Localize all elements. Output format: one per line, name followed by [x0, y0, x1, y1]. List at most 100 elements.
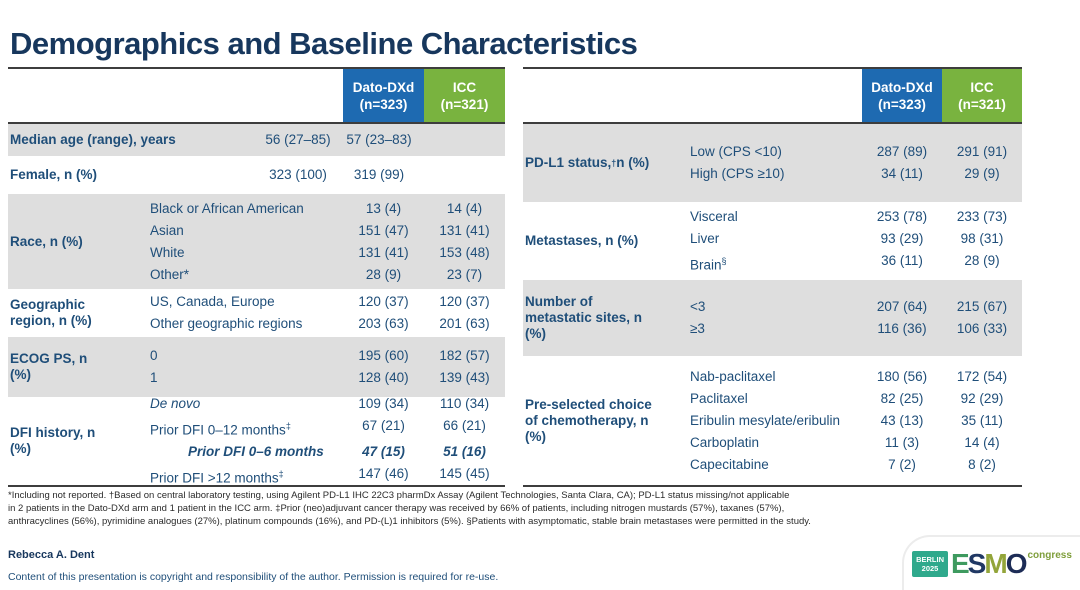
row-lines: <3 207 (64) 215 (67) ≥3 116 (36) 106 (33) — [690, 280, 1022, 356]
category-label: Prior DFI 0–12 months — [150, 422, 286, 437]
category-label: Asian — [150, 222, 184, 238]
category-sup: ‡ — [278, 469, 284, 479]
value-cell-arm2: 28 (9) — [964, 252, 1000, 268]
category-cell: Other geographic regions — [150, 313, 343, 335]
footnote-line: *Including not reported. †Based on centr… — [8, 490, 790, 501]
table-line: Black or African American 13 (4) 14 (4) — [150, 198, 505, 220]
value-cell-arm1: 207 (64) — [876, 299, 928, 314]
row-label: Metastases, n (%) — [523, 202, 690, 280]
row-lines: Low (CPS <10) 287 (89) 291 (91) High (CPS ≥… — [690, 124, 1022, 202]
value-cell-arm1: 109 (34) — [358, 395, 409, 411]
congress-label: congress — [1027, 549, 1072, 561]
category-cell: Other* — [150, 264, 343, 286]
arm1-header-cell: Dato-DXd (n=323) — [343, 69, 424, 122]
arm2-n: (n=321) — [958, 96, 1006, 112]
category-cell: Liver — [690, 228, 862, 250]
row-label-text: Metastases, n (%) — [525, 233, 639, 248]
category-label: Carboplatin — [690, 434, 760, 450]
table-line: Other geographic regions 203 (63) 201 (63) — [150, 313, 505, 335]
value-cell-arm1: 43 (13) — [880, 412, 924, 428]
value-cell-arm1: 253 (78) — [876, 208, 928, 224]
value-cell-arm1: 287 (89) — [876, 144, 928, 159]
table-body: PD-L1 status, † n (%) Low (CPS <10) 287 (89… — [523, 124, 1022, 487]
value-cell-arm2: 319 (99) — [353, 167, 405, 182]
table-line: Nab-paclitaxel 180 (56) 172 (54) — [690, 366, 1022, 388]
category-cell: Visceral — [690, 206, 862, 228]
row-label: ECOG PS, n (%) — [8, 337, 150, 397]
category-cell: Capecitabine — [690, 454, 862, 476]
table-row: Race, n (%) Black or African American 13 (… — [8, 194, 505, 289]
row-lines: De novo 109 (34) 110 (34) Prior DFI 0–12 mo… — [150, 396, 505, 486]
value-cell-arm2: 98 (31) — [960, 230, 1004, 246]
category-cell: ≥3 — [690, 318, 862, 340]
row-label-text: ECOG PS, n (%) — [10, 351, 88, 382]
value-cell-arm2: 66 (21) — [443, 417, 486, 433]
category-sup: ‡ — [285, 420, 291, 431]
category-label: <3 — [690, 299, 706, 314]
row-lines: Nab-paclitaxel 180 (56) 172 (54) Paclitaxel… — [690, 356, 1022, 485]
category-cell: Prior DFI 0–6 months — [150, 441, 343, 463]
table-line: 323 (100) 319 (99) — [258, 164, 506, 186]
row-lines: Black or African American 13 (4) 14 (4) Asi… — [150, 194, 505, 289]
category-cell: Nab-paclitaxel — [690, 366, 862, 388]
value-cell-arm1: 323 (100) — [269, 167, 327, 182]
value-cell-arm1: 116 (36) — [877, 321, 927, 336]
value-cell-arm2: 14 (4) — [964, 434, 1000, 450]
value-cell-arm1: 93 (29) — [880, 230, 924, 246]
value-cell-arm2: 106 (33) — [956, 321, 1008, 336]
value-cell-arm2: 92 (29) — [960, 390, 1004, 406]
category-label: 1 — [150, 370, 158, 385]
table-line: Asian 151 (47) 131 (41) — [150, 220, 505, 242]
demographics-table-right: Dato-DXd (n=323) ICC (n=321) PD-L1 statu… — [523, 67, 1022, 487]
row-label-text: Number of metastatic sites, n (%) — [525, 294, 643, 341]
esmo-letter: O — [1005, 547, 1028, 579]
value-cell-arm2: 23 (7) — [446, 266, 483, 282]
category-cell: Carboplatin — [690, 432, 862, 454]
arm1-name: Dato-DXd — [352, 79, 415, 95]
table-row: Metastases, n (%) Visceral 253 (78) 233 (73… — [523, 202, 1022, 280]
footnote-line: in 2 patients in the Dato-DXd arm and 1 … — [8, 503, 785, 514]
row-label-text: Geographic region, n (%) — [10, 297, 92, 328]
row-label: DFI history, n (%) — [8, 397, 150, 485]
category-cell: Prior DFI >12 months‡ — [150, 463, 343, 490]
value-cell-arm1: 195 (60) — [358, 348, 409, 363]
table-line: Visceral 253 (78) 233 (73) — [690, 206, 1022, 228]
row-label: Pre-selected choice of chemotherapy, n (… — [523, 356, 690, 485]
category-cell: Brain§ — [690, 250, 862, 277]
value-cell-arm2: 172 (54) — [956, 368, 1008, 384]
category-label: Nab-paclitaxel — [690, 368, 776, 384]
table-line: High (CPS ≥10) 34 (11) 29 (9) — [690, 163, 1022, 185]
value-cell-arm1: 131 (41) — [358, 244, 409, 260]
arm1-name: Dato-DXd — [871, 79, 933, 95]
table-line: Paclitaxel 82 (25) 92 (29) — [690, 388, 1022, 410]
table-row: PD-L1 status, † n (%) Low (CPS <10) 287 (89… — [523, 124, 1022, 202]
row-label-text: DFI history, n (%) — [10, 425, 96, 456]
table-row: Geographic region, n (%) US, Canada, Euro… — [8, 289, 505, 337]
table-line: Capecitabine 7 (2) 8 (2) — [690, 454, 1022, 476]
value-cell-arm2: 57 (23–83) — [346, 132, 412, 147]
table-line: Prior DFI >12 months‡ 147 (46) 145 (45) — [150, 463, 505, 490]
presenter-name: Rebecca A. Dent — [8, 549, 95, 561]
esmo-congress-logo: BERLIN 2025 ESMO congress — [912, 548, 1072, 580]
value-cell-arm2: 35 (11) — [961, 412, 1003, 428]
table-row: ECOG PS, n (%) 0 195 (60) 182 (57) 1 128 (40)… — [8, 337, 505, 397]
table-line: Prior DFI 0–6 months 47 (15) 51 (16) — [150, 441, 505, 463]
category-sup: § — [721, 255, 727, 266]
value-cell-arm2: 14 (4) — [446, 200, 483, 216]
table-header-row: Dato-DXd (n=323) ICC (n=321) — [523, 67, 1022, 124]
category-cell: High (CPS ≥10) — [690, 163, 862, 185]
category-cell: Prior DFI 0–12 months‡ — [150, 415, 343, 442]
value-cell-arm1: 67 (21) — [362, 417, 405, 433]
table-line: ≥3 116 (36) 106 (33) — [690, 318, 1022, 340]
arm2-name: ICC — [970, 79, 994, 95]
table-line: Carboplatin 11 (3) 14 (4) — [690, 432, 1022, 454]
category-cell: White — [150, 242, 343, 264]
row-label: Number of metastatic sites, n (%) — [523, 280, 690, 356]
arm1-n: (n=323) — [878, 96, 926, 112]
header-spacer — [523, 69, 862, 122]
value-cell-arm1: 28 (9) — [365, 266, 402, 282]
footnotes: *Including not reported. †Based on centr… — [8, 489, 1020, 528]
value-cell-arm2: 201 (63) — [439, 316, 490, 331]
category-cell: Eribulin mesylate/eribulin — [690, 410, 862, 432]
table-line: Low (CPS <10) 287 (89) 291 (91) — [690, 141, 1022, 163]
